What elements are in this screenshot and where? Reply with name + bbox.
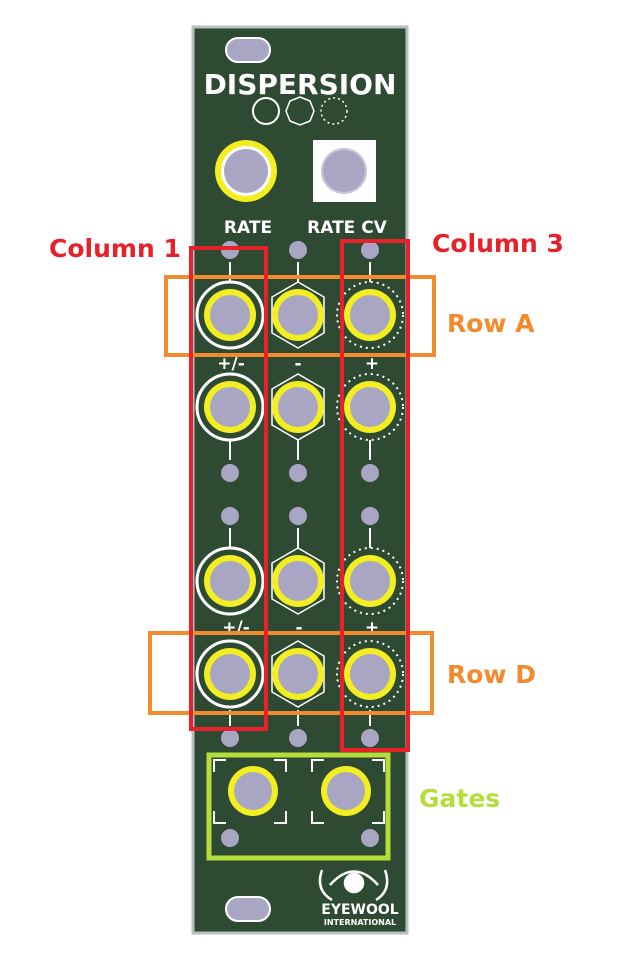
rate-knob[interactable] [215, 140, 277, 202]
column-3-highlight-box [340, 239, 410, 752]
mounting-slot-top [225, 37, 271, 63]
jack-row-c-col2[interactable] [271, 547, 325, 615]
jack-row-d-col3[interactable] [336, 640, 404, 708]
brand-name: EYEWOOL [321, 902, 399, 918]
jack-row-a-col2[interactable] [271, 281, 325, 349]
row-a-callout: Row A [447, 309, 535, 338]
row-label-plusminus-upper: +/- [217, 354, 245, 374]
jack-row-b-col1[interactable] [195, 372, 265, 442]
gates-callout: Gates [419, 784, 501, 813]
jack-row-d-col2[interactable] [271, 640, 325, 708]
jack-row-d-col1[interactable] [195, 639, 265, 709]
column-1-highlight-box [189, 246, 268, 731]
module-title: DISPERSION [204, 68, 397, 101]
row-label-minus-upper: - [294, 354, 301, 374]
led [221, 829, 239, 847]
brand-subtitle: INTERNATIONAL [324, 918, 396, 927]
jack-row-b-col2[interactable] [271, 373, 325, 441]
led [221, 464, 239, 482]
led [361, 729, 379, 747]
title-circle-dotted-icon [320, 97, 348, 125]
jack-row-c-col3[interactable] [336, 547, 404, 615]
eye-logo-icon [318, 869, 389, 902]
mounting-slot-bottom [225, 896, 271, 922]
gate-jack-2[interactable] [311, 759, 385, 824]
rate-cv-label: RATE CV [307, 218, 388, 238]
jack-row-a-col1[interactable] [195, 280, 265, 350]
led [361, 829, 379, 847]
row-label-minus-lower: - [295, 618, 302, 638]
row-d-highlight-box [148, 631, 434, 715]
rate-label: RATE [224, 218, 272, 238]
title-circle-solid-icon [252, 97, 280, 125]
led [289, 464, 307, 482]
title-circle-polygon-icon [285, 96, 315, 126]
led [289, 241, 307, 259]
led [289, 729, 307, 747]
led [221, 729, 239, 747]
row-d-callout: Row D [447, 660, 536, 689]
led [361, 507, 379, 525]
leds [221, 241, 379, 847]
gate-jack-1[interactable] [213, 759, 287, 824]
jack-row-a-col3[interactable] [336, 281, 404, 349]
led [361, 241, 379, 259]
led [221, 507, 239, 525]
jack-row-c-col1[interactable] [195, 546, 265, 616]
row-a-highlight-box [164, 275, 436, 357]
gates-highlight-box [206, 752, 391, 861]
rate-cv-knob[interactable] [313, 140, 376, 202]
led [361, 464, 379, 482]
column-3-callout: Column 3 [432, 229, 564, 258]
column-1-callout: Column 1 [49, 234, 181, 263]
jack-row-b-col3[interactable] [336, 373, 404, 441]
led [289, 507, 307, 525]
row-label-plus-upper: + [365, 354, 379, 374]
